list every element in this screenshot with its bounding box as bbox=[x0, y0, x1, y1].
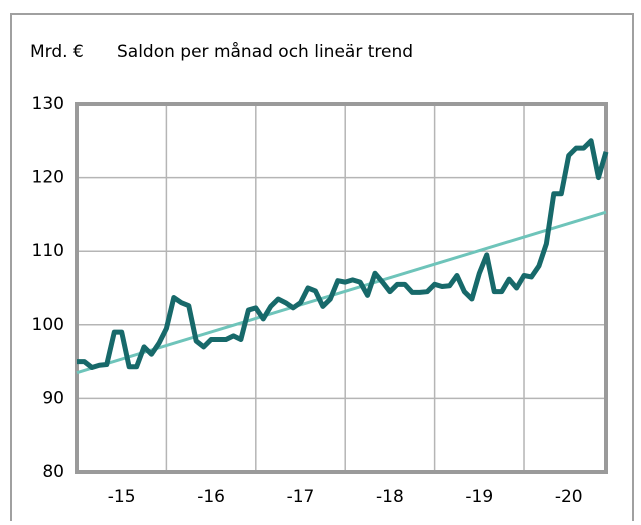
y-tick-label: 130 bbox=[32, 94, 64, 114]
plot-frame bbox=[75, 102, 608, 474]
x-tick-label: -17 bbox=[287, 487, 315, 507]
chart-title: Saldon per månad och lineär trend bbox=[117, 41, 413, 62]
x-tick-label: -15 bbox=[108, 487, 136, 507]
x-tick-label: -19 bbox=[465, 487, 493, 507]
y-tick-label: 120 bbox=[32, 168, 64, 188]
y-axis-label: Mrd. € bbox=[30, 42, 84, 62]
series-line bbox=[76, 210, 607, 375]
y-tick-label: 90 bbox=[42, 388, 64, 408]
y-tick-label: 100 bbox=[32, 315, 64, 335]
y-tick-label: 80 bbox=[42, 462, 64, 482]
x-tick-label: -16 bbox=[197, 487, 225, 507]
x-tick-label: -20 bbox=[555, 487, 583, 507]
y-tick-label: 110 bbox=[32, 241, 64, 261]
x-tick-label: -18 bbox=[376, 487, 404, 507]
chart-frame bbox=[10, 13, 634, 525]
series-line bbox=[77, 138, 609, 370]
